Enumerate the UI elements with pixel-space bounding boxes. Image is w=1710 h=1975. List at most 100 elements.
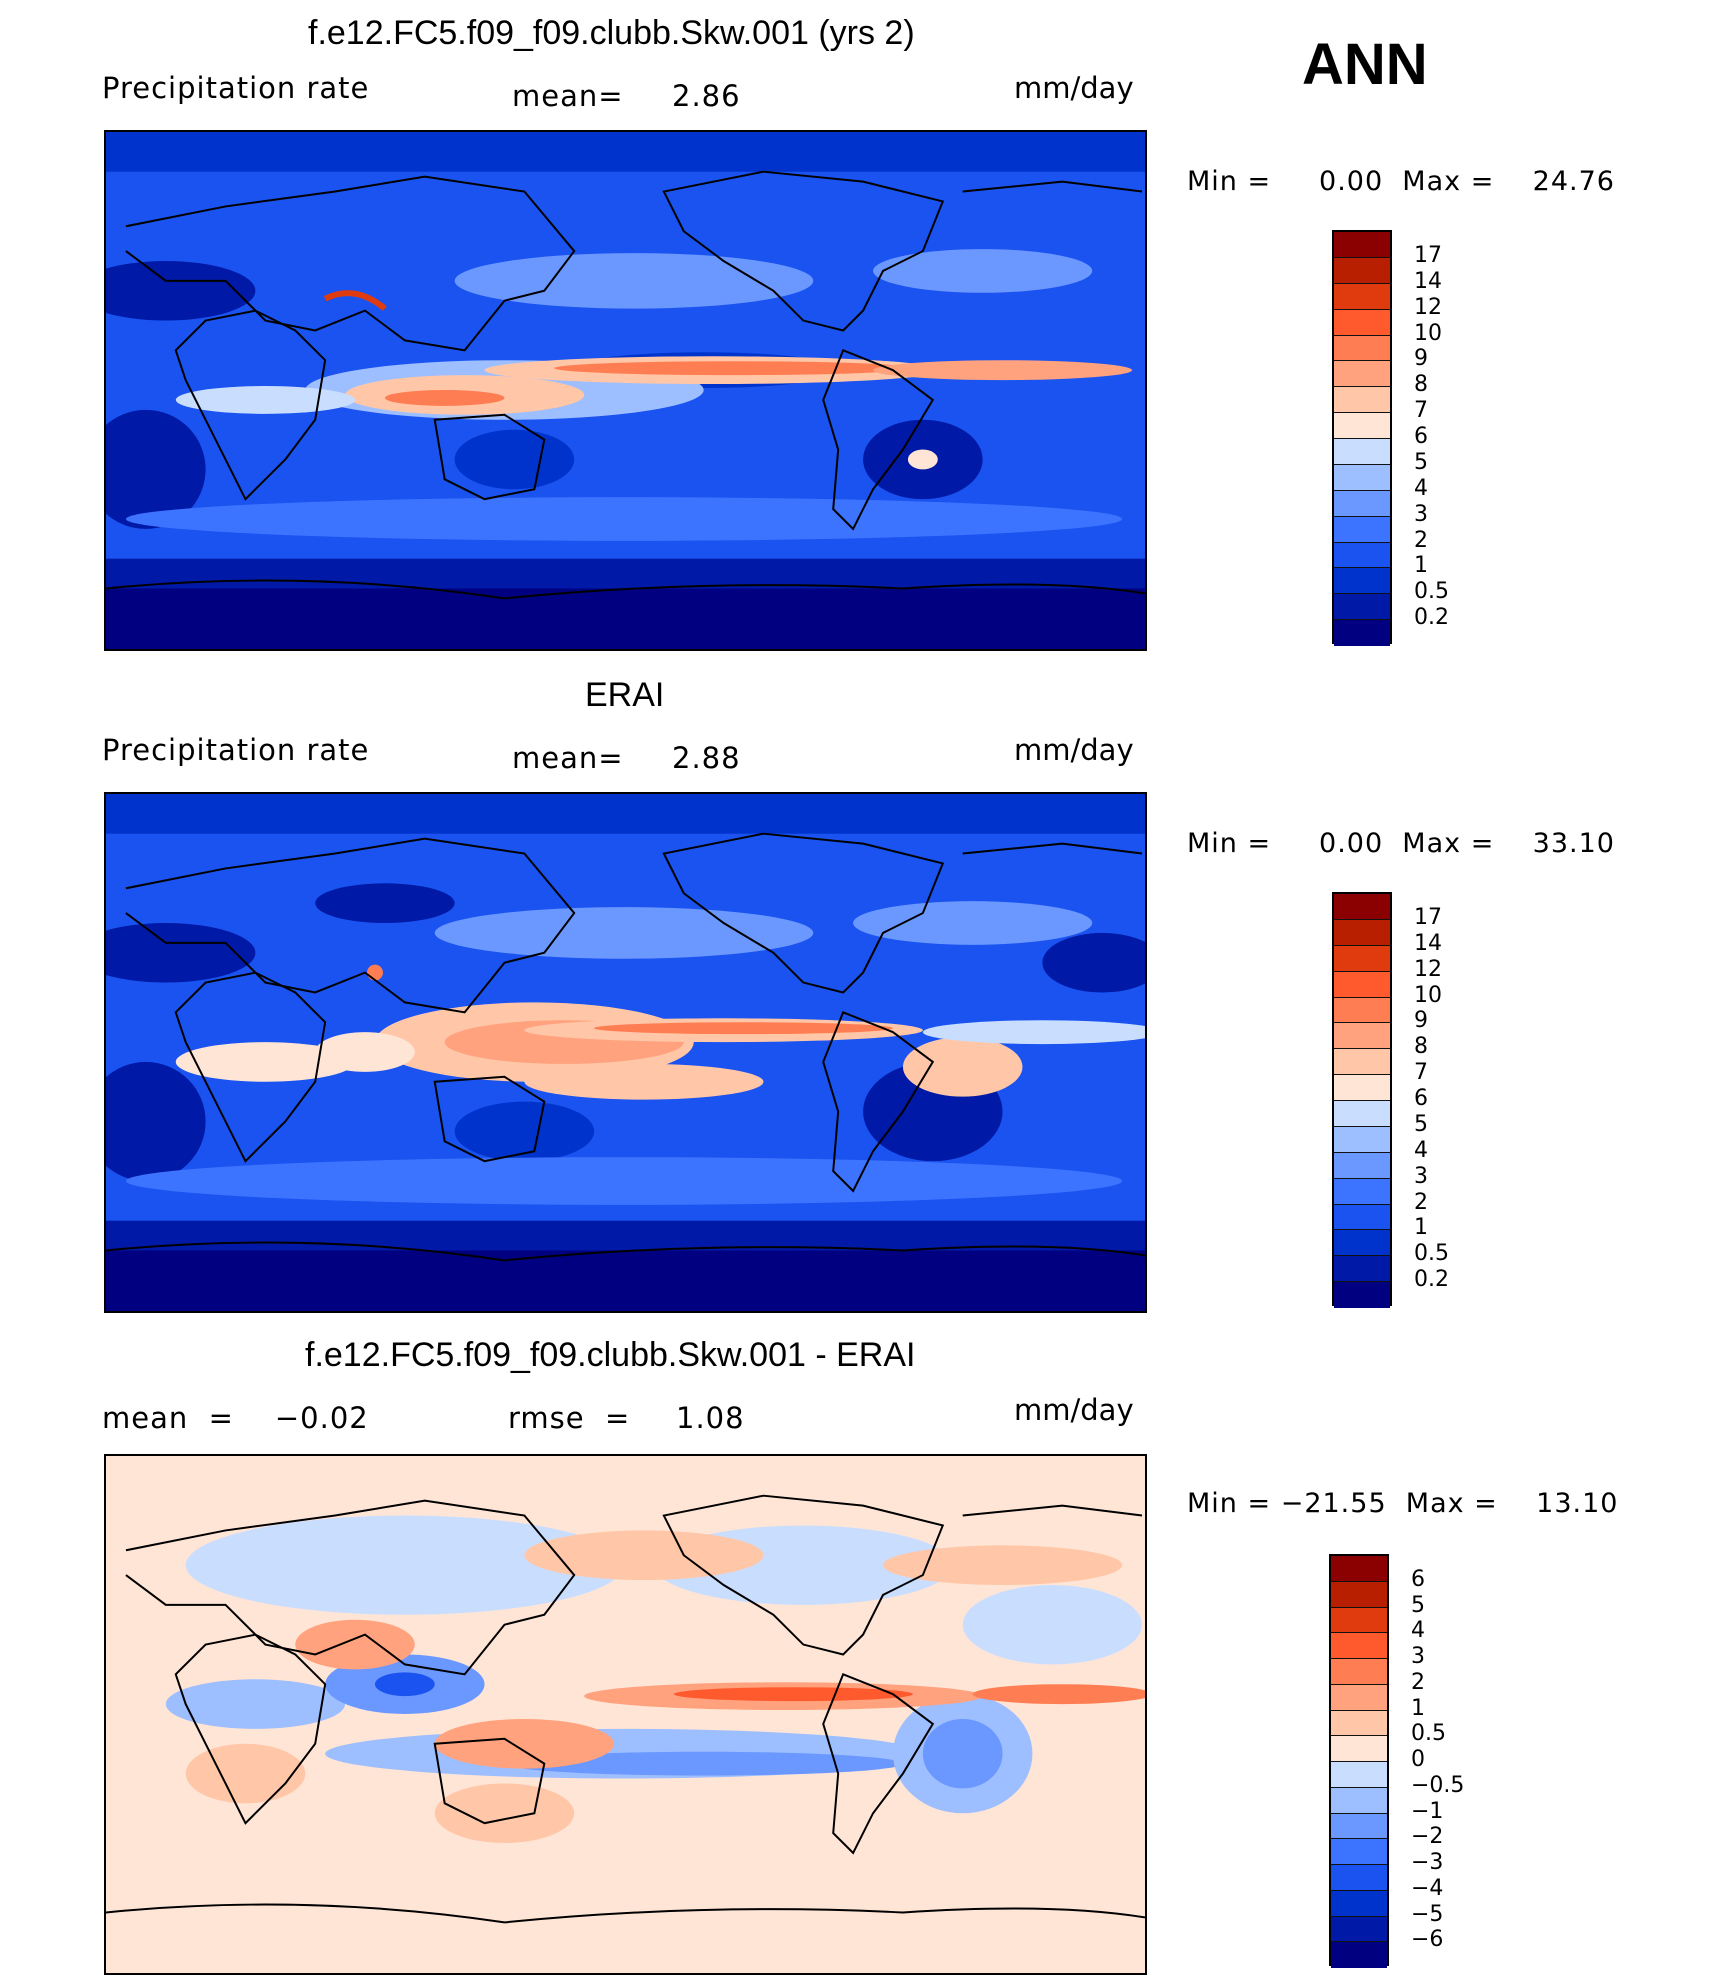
panel3-units: mm/day xyxy=(1014,1393,1134,1427)
colorbar-swatch xyxy=(1334,1230,1390,1257)
colorbar-swatch xyxy=(1334,232,1390,258)
panel3-minmax: Min = −21.55 Max = 13.10 xyxy=(1187,1488,1619,1519)
colorbar-tick-label: 14 xyxy=(1414,930,1442,956)
colorbar-swatch xyxy=(1334,413,1390,439)
colorbar-tick-label: 7 xyxy=(1414,398,1428,424)
panel2-colorbar xyxy=(1332,892,1392,1308)
colorbar-swatch xyxy=(1334,283,1390,310)
colorbar-swatch xyxy=(1334,997,1390,1024)
colorbar-tick-label: −1 xyxy=(1411,1798,1444,1824)
colorbar-swatch xyxy=(1334,516,1390,543)
colorbar-swatch xyxy=(1331,1942,1387,1968)
colorbar-swatch xyxy=(1334,257,1390,284)
panel1-minmax: Min = 0.00 Max = 24.76 xyxy=(1187,166,1615,197)
colorbar-swatch xyxy=(1334,1101,1390,1127)
colorbar-tick-label: 0.2 xyxy=(1414,1267,1449,1293)
colorbar-tick-label: 17 xyxy=(1414,242,1442,268)
colorbar-tick-label: 9 xyxy=(1414,346,1428,372)
colorbar-swatch xyxy=(1331,1659,1387,1685)
panel2-precip-map xyxy=(104,792,1147,1313)
colorbar-swatch xyxy=(1334,439,1390,465)
colorbar-tick-label: 8 xyxy=(1414,372,1428,398)
colorbar-tick-label: 6 xyxy=(1411,1566,1425,1592)
colorbar-swatch xyxy=(1334,594,1390,621)
colorbar-swatch xyxy=(1331,1684,1387,1711)
colorbar-tick-label: 0.2 xyxy=(1414,605,1449,631)
colorbar-swatch xyxy=(1331,1607,1387,1634)
panel3-title: f.e12.FC5.f09_f09.clubb.Skw.001 - ERAI xyxy=(305,1336,916,1374)
colorbar-swatch xyxy=(1334,309,1390,336)
colorbar-tick-label: −5 xyxy=(1411,1901,1444,1927)
colorbar-swatch xyxy=(1334,1204,1390,1231)
colorbar-tick-label: 0.5 xyxy=(1411,1721,1446,1747)
colorbar-tick-label: 5 xyxy=(1414,1111,1428,1137)
colorbar-tick-label: 1 xyxy=(1414,553,1428,579)
panel3-rmse-label: rmse = xyxy=(508,1401,631,1435)
colorbar-swatch xyxy=(1334,919,1390,946)
panel2-minmax: Min = 0.00 Max = 33.10 xyxy=(1187,828,1615,859)
colorbar-swatch xyxy=(1331,1736,1387,1762)
colorbar-swatch xyxy=(1334,1152,1390,1179)
colorbar-tick-label: 9 xyxy=(1414,1008,1428,1034)
colorbar-swatch xyxy=(1334,971,1390,998)
colorbar-tick-label: 2 xyxy=(1414,1189,1428,1215)
colorbar-swatch xyxy=(1334,1049,1390,1076)
colorbar-swatch xyxy=(1334,1023,1390,1050)
colorbar-swatch xyxy=(1334,542,1390,569)
colorbar-tick-label: −6 xyxy=(1411,1927,1444,1953)
colorbar-swatch xyxy=(1331,1813,1387,1840)
panel1-title: f.e12.FC5.f09_f09.clubb.Skw.001 (yrs 2) xyxy=(308,14,915,52)
colorbar-swatch xyxy=(1334,464,1390,491)
colorbar-tick-label: 0.5 xyxy=(1414,579,1449,605)
colorbar-tick-label: 8 xyxy=(1414,1034,1428,1060)
panel1-units: mm/day xyxy=(1014,71,1134,105)
colorbar-swatch xyxy=(1334,387,1390,414)
colorbar-swatch xyxy=(1334,894,1390,920)
colorbar-swatch xyxy=(1334,361,1390,388)
colorbar-tick-label: 2 xyxy=(1411,1669,1425,1695)
colorbar-tick-label: 10 xyxy=(1414,320,1442,346)
colorbar-tick-label: 17 xyxy=(1414,904,1442,930)
colorbar-tick-label: 0.5 xyxy=(1414,1241,1449,1267)
panel1-mean-value: 2.86 xyxy=(672,79,741,113)
colorbar-tick-label: −0.5 xyxy=(1411,1772,1465,1798)
panel3-mean-label: mean = −0.02 xyxy=(102,1401,369,1435)
panel2-mean-value: 2.88 xyxy=(672,741,741,775)
colorbar-tick-label: −2 xyxy=(1411,1824,1444,1850)
colorbar-swatch xyxy=(1334,1126,1390,1153)
colorbar-tick-label: −4 xyxy=(1411,1875,1444,1901)
panel2-units: mm/day xyxy=(1014,733,1134,767)
colorbar-swatch xyxy=(1331,1890,1387,1917)
panel1-variable-label: Precipitation rate xyxy=(102,71,370,105)
colorbar-swatch xyxy=(1331,1633,1387,1659)
panel3-difference-map xyxy=(104,1454,1147,1975)
colorbar-tick-label: 10 xyxy=(1414,982,1442,1008)
colorbar-swatch xyxy=(1334,1256,1390,1283)
colorbar-tick-label: 1 xyxy=(1411,1695,1425,1721)
colorbar-swatch xyxy=(1334,620,1390,646)
colorbar-swatch xyxy=(1334,490,1390,517)
colorbar-swatch xyxy=(1331,1916,1387,1943)
panel2-variable-label: Precipitation rate xyxy=(102,733,370,767)
colorbar-tick-label: 4 xyxy=(1414,475,1428,501)
colorbar-tick-label: 6 xyxy=(1414,1086,1428,1111)
colorbar-swatch xyxy=(1334,1075,1390,1101)
colorbar-swatch xyxy=(1331,1839,1387,1865)
colorbar-swatch xyxy=(1331,1762,1387,1788)
colorbar-swatch xyxy=(1334,1178,1390,1205)
panel2-mean-label: mean= xyxy=(512,741,624,775)
colorbar-tick-label: 4 xyxy=(1414,1137,1428,1163)
colorbar-tick-label: 14 xyxy=(1414,268,1442,294)
colorbar-swatch xyxy=(1331,1581,1387,1608)
panel1-precip-map xyxy=(104,130,1147,651)
panel3-rmse-value: 1.08 xyxy=(676,1401,745,1435)
colorbar-swatch xyxy=(1334,945,1390,972)
colorbar-tick-label: 5 xyxy=(1411,1592,1425,1618)
panel1-colorbar xyxy=(1332,230,1392,646)
colorbar-tick-label: 2 xyxy=(1414,527,1428,553)
colorbar-tick-label: −3 xyxy=(1411,1850,1444,1875)
colorbar-tick-label: 12 xyxy=(1414,294,1442,320)
colorbar-tick-label: 6 xyxy=(1414,424,1428,449)
colorbar-tick-label: 3 xyxy=(1411,1644,1425,1669)
season-label: ANN xyxy=(1302,32,1428,97)
